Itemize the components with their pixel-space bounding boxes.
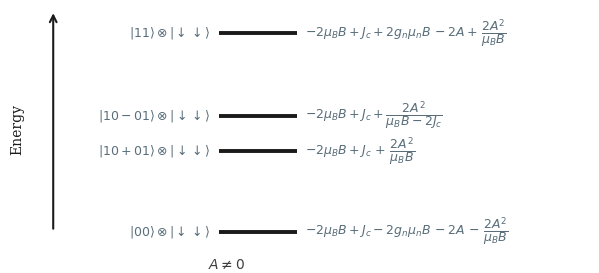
Text: $-2\mu_B B + J_c\,+\,\dfrac{2A^2}{\mu_B B}$: $-2\mu_B B + J_c\,+\,\dfrac{2A^2}{\mu_B … [305, 135, 416, 168]
Text: $-2\mu_B B + J_c +\dfrac{2A^2}{\mu_B B - 2J_c}$: $-2\mu_B B + J_c +\dfrac{2A^2}{\mu_B B -… [305, 100, 443, 132]
Text: Energy: Energy [11, 104, 25, 155]
Text: $|10+01\rangle \otimes |{\downarrow\downarrow}\rangle$: $|10+01\rangle \otimes |{\downarrow\down… [98, 143, 210, 159]
Text: $|10-01\rangle \otimes |{\downarrow\downarrow}\rangle$: $|10-01\rangle \otimes |{\downarrow\down… [98, 108, 210, 124]
Text: $|11\rangle \otimes |{\downarrow\downarrow}\rangle$: $|11\rangle \otimes |{\downarrow\downarr… [129, 25, 210, 41]
Text: $-2\mu_B B + J_c - 2g_n\mu_n B\,-2A\,-\,\dfrac{2A^2}{\mu_B B}$: $-2\mu_B B + J_c - 2g_n\mu_n B\,-2A\,-\,… [305, 215, 509, 248]
Text: $|00\rangle \otimes |{\downarrow\downarrow}\rangle$: $|00\rangle \otimes |{\downarrow\downarr… [129, 224, 210, 239]
Text: $-2\mu_B B + J_c + 2g_n\mu_n B\,-2A+\,\dfrac{2A^2}{\mu_B B}$: $-2\mu_B B + J_c + 2g_n\mu_n B\,-2A+\,\d… [305, 17, 507, 49]
Text: $A \neq 0$: $A \neq 0$ [207, 257, 244, 272]
